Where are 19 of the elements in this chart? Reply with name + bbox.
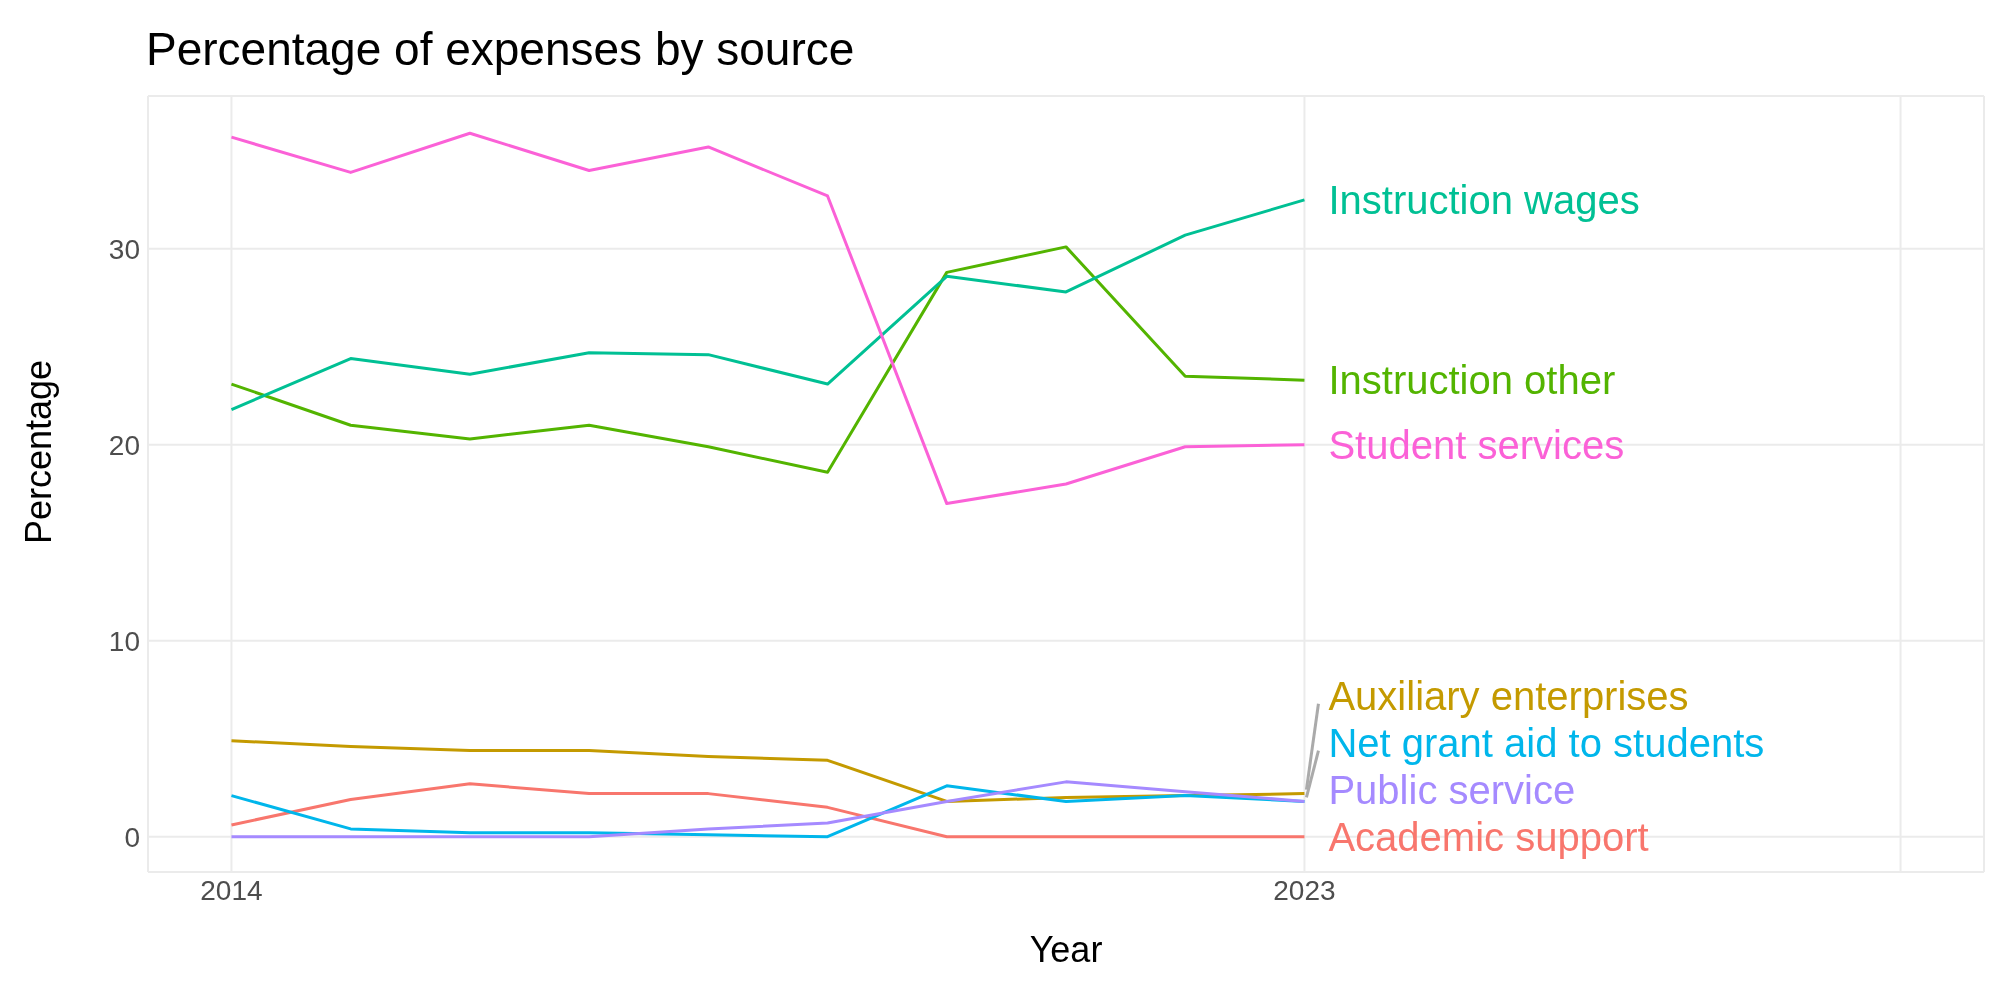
series-label: Public service [1328, 767, 1576, 812]
line-series [229, 245, 1306, 474]
y-tick-label: 0 [124, 821, 140, 853]
y-axis-title: Percentage [17, 359, 59, 544]
y-tick-label: 20 [108, 429, 140, 461]
x-axis-title: Year [1029, 929, 1103, 970]
chart-title: Percentage of expenses by source [146, 22, 855, 76]
series-label: Student services [1328, 422, 1625, 467]
line-series [229, 198, 1306, 412]
y-tick-label: 10 [108, 625, 140, 657]
x-tick-label: 2014 [200, 874, 263, 906]
series-label: Auxiliary enterprises [1328, 673, 1689, 718]
series-label: Instruction other [1328, 358, 1616, 403]
series-label: Instruction wages [1328, 177, 1640, 222]
series-label: Academic support [1328, 814, 1649, 859]
y-tick-label: 30 [108, 233, 140, 265]
series-label: Net grant aid to students [1328, 720, 1765, 765]
x-tick-label: 2023 [1273, 874, 1336, 906]
line-series [229, 131, 1306, 506]
